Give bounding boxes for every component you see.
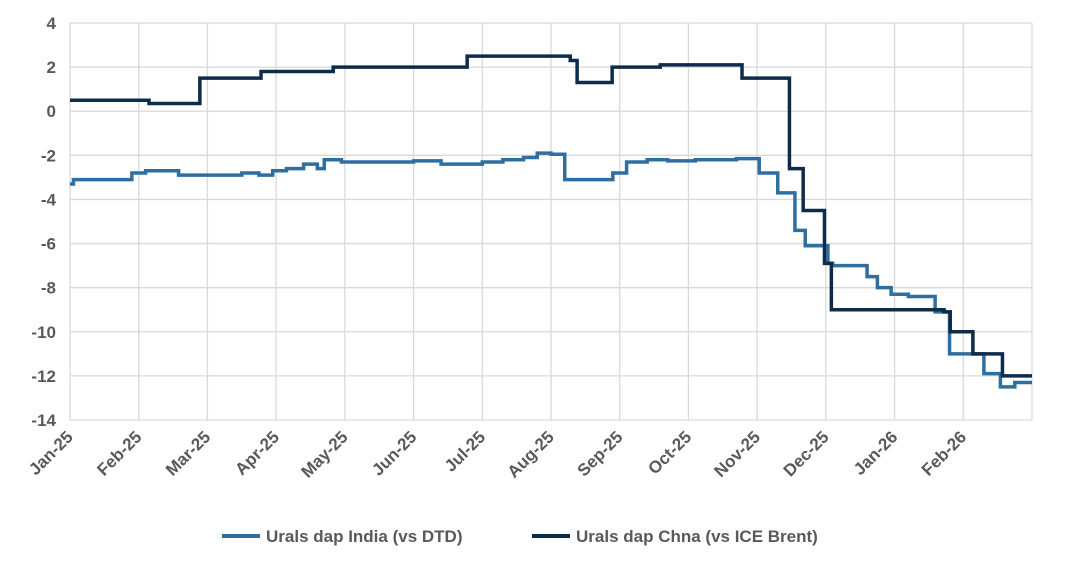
x-tick-label: Nov-25 xyxy=(710,427,764,481)
line-series xyxy=(70,54,1032,378)
x-tick-label: Aug-25 xyxy=(504,427,558,481)
x-tick-label: Jul-25 xyxy=(441,427,489,475)
legend-label: Urals dap India (vs DTD) xyxy=(266,527,462,546)
y-tick-label: -14 xyxy=(31,411,56,430)
y-tick-label: 4 xyxy=(47,14,57,33)
y-tick-label: -8 xyxy=(41,279,56,298)
y-tick-label: 2 xyxy=(47,58,56,77)
x-tick-label: Jan-26 xyxy=(850,427,902,479)
x-tick-label: Feb-25 xyxy=(93,427,145,479)
y-tick-label: 0 xyxy=(47,102,56,121)
x-tick-label: Apr-25 xyxy=(231,427,283,479)
x-tick-label: Sep-25 xyxy=(574,427,627,480)
line-series xyxy=(70,151,1032,389)
y-tick-label: -12 xyxy=(31,367,56,386)
y-tick-label: -4 xyxy=(41,190,57,209)
legend-label: Urals dap Chna (vs ICE Brent) xyxy=(576,527,818,546)
y-tick-label: -6 xyxy=(41,235,56,254)
x-tick-label: Dec-25 xyxy=(780,427,833,480)
x-tick-label: Mar-25 xyxy=(162,427,214,479)
x-tick-label: Jun-25 xyxy=(368,427,420,479)
x-tick-label: Jan-25 xyxy=(25,427,77,479)
y-tick-label: -2 xyxy=(41,146,56,165)
x-tick-label: May-25 xyxy=(297,427,351,481)
y-tick-label: -10 xyxy=(31,323,56,342)
x-tick-label: Feb-26 xyxy=(918,427,970,479)
x-tick-label: Oct-25 xyxy=(644,427,695,478)
